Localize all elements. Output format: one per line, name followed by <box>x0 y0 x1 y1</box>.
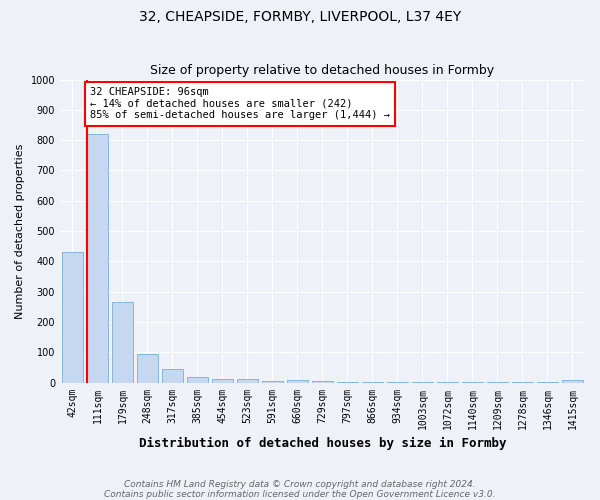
Bar <box>112 302 133 382</box>
Bar <box>212 379 233 382</box>
Bar <box>237 380 258 382</box>
Bar <box>162 369 183 382</box>
Text: Contains HM Land Registry data © Crown copyright and database right 2024.
Contai: Contains HM Land Registry data © Crown c… <box>104 480 496 499</box>
Text: 32, CHEAPSIDE, FORMBY, LIVERPOOL, L37 4EY: 32, CHEAPSIDE, FORMBY, LIVERPOOL, L37 4E… <box>139 10 461 24</box>
Bar <box>287 380 308 382</box>
Bar <box>87 134 108 382</box>
Text: 32 CHEAPSIDE: 96sqm
← 14% of detached houses are smaller (242)
85% of semi-detac: 32 CHEAPSIDE: 96sqm ← 14% of detached ho… <box>90 87 390 120</box>
Bar <box>312 381 333 382</box>
Bar <box>62 252 83 382</box>
X-axis label: Distribution of detached houses by size in Formby: Distribution of detached houses by size … <box>139 437 506 450</box>
Bar <box>137 354 158 382</box>
Title: Size of property relative to detached houses in Formby: Size of property relative to detached ho… <box>151 64 494 77</box>
Bar <box>187 377 208 382</box>
Bar <box>562 380 583 382</box>
Y-axis label: Number of detached properties: Number of detached properties <box>15 144 25 319</box>
